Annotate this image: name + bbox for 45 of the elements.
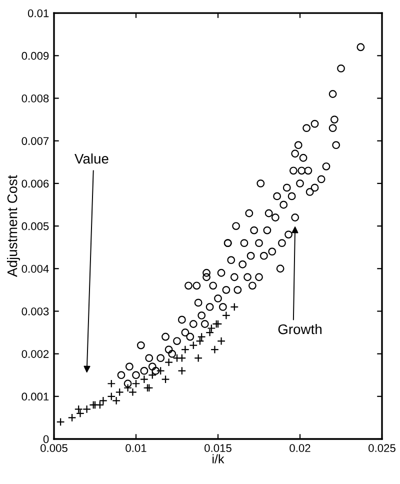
point [56,418,65,426]
x-tick-label: 0.02 [290,444,310,452]
y-tick-label: 0.002 [22,350,49,358]
point [156,366,165,376]
x-tick-label: 0.01 [126,444,146,452]
point [132,379,140,388]
point [164,358,174,367]
y-tick-label: 0.005 [22,222,49,230]
y-tick-label: 0.004 [22,264,49,273]
point [115,388,124,396]
point [107,379,116,388]
point [128,388,137,396]
point [222,311,230,320]
annotation: Growth [278,324,322,334]
point [178,366,186,376]
y-tick-label: 0.007 [22,137,49,145]
annotation: Value [74,153,108,164]
y-tick-label: 0.006 [22,180,49,188]
x-tick-label: 0.025 [368,444,396,452]
y-tick-label: 0.01 [28,9,49,18]
x-tick-label: 0.005 [40,444,68,452]
point [230,302,239,312]
y-tick-label: 0.008 [22,94,49,102]
point [107,392,116,401]
point [112,396,121,405]
y-tick-label: 0 [43,435,49,444]
point [74,404,83,414]
point [68,413,76,422]
point [148,370,157,380]
point [161,375,170,384]
y-tick-label: 0.003 [22,307,49,316]
point [217,336,226,346]
point [194,354,203,362]
point [172,354,182,362]
y-tick-label: 0.009 [22,52,49,60]
y-tick-label: 0.001 [22,392,49,401]
x-tick-label: 0.015 [204,444,232,452]
x-axis-title: i/k [212,454,224,464]
point [206,328,214,337]
point [180,345,190,354]
point [140,375,148,384]
point [210,345,219,354]
point [178,354,186,362]
y-axis-title: Adjustment Cost [7,175,20,277]
point [124,384,132,392]
